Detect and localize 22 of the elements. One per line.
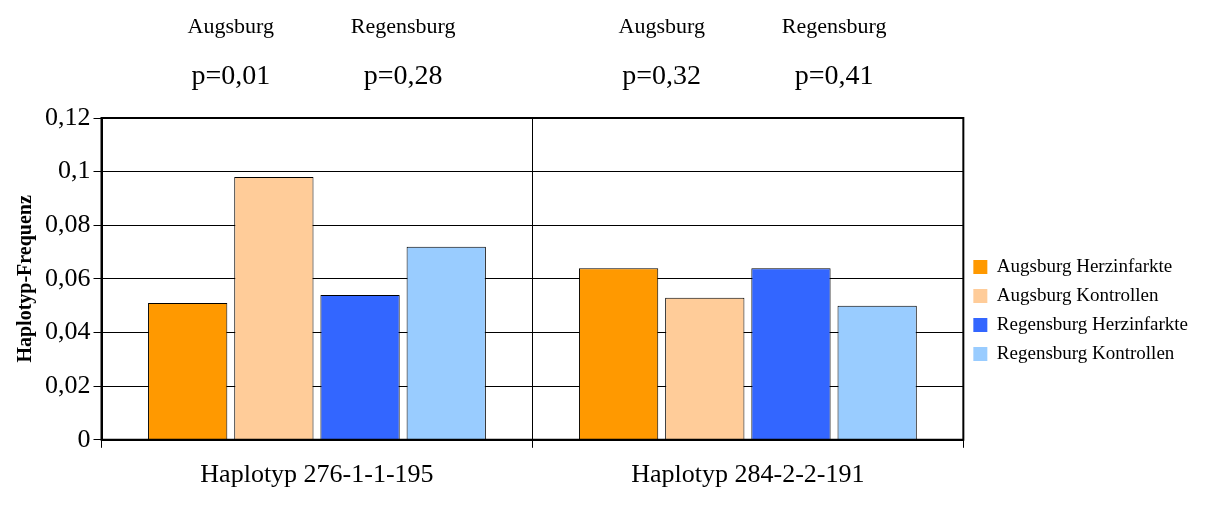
- x-tick-label: Haplotyp 276-1-1-195: [200, 459, 434, 489]
- y-tick-label: 0,04: [45, 316, 91, 346]
- text: p=0,41: [794, 59, 874, 90]
- text: p=0,28: [363, 59, 443, 90]
- text: Augsburg: [618, 13, 705, 38]
- y-axis-title: Haplotyp-Frequenz: [13, 195, 37, 363]
- text: p=0,01: [191, 59, 271, 90]
- text: Augsburg: [187, 13, 274, 38]
- y-tick-label: 0,06: [45, 262, 91, 292]
- y-tick-label: 0,02: [45, 369, 91, 399]
- text: Regensburg: [781, 13, 887, 38]
- legend-label: Regensburg Herzinfarkte: [996, 312, 1189, 334]
- legend-label: Augsburg Kontrollen: [996, 283, 1160, 305]
- text: p=0,32: [622, 59, 702, 90]
- y-tick-label: 0,08: [45, 209, 91, 239]
- legend-label: Augsburg Herzinfarkte: [996, 254, 1173, 276]
- x-tick-label: Haplotyp 284-2-2-191: [631, 459, 865, 489]
- y-tick-label: 0: [77, 423, 91, 453]
- y-tick-label: 0,1: [58, 155, 91, 185]
- legend-label: Regensburg Kontrollen: [996, 341, 1175, 363]
- text: Regensburg: [350, 13, 456, 38]
- y-tick-label: 0,12: [45, 101, 91, 131]
